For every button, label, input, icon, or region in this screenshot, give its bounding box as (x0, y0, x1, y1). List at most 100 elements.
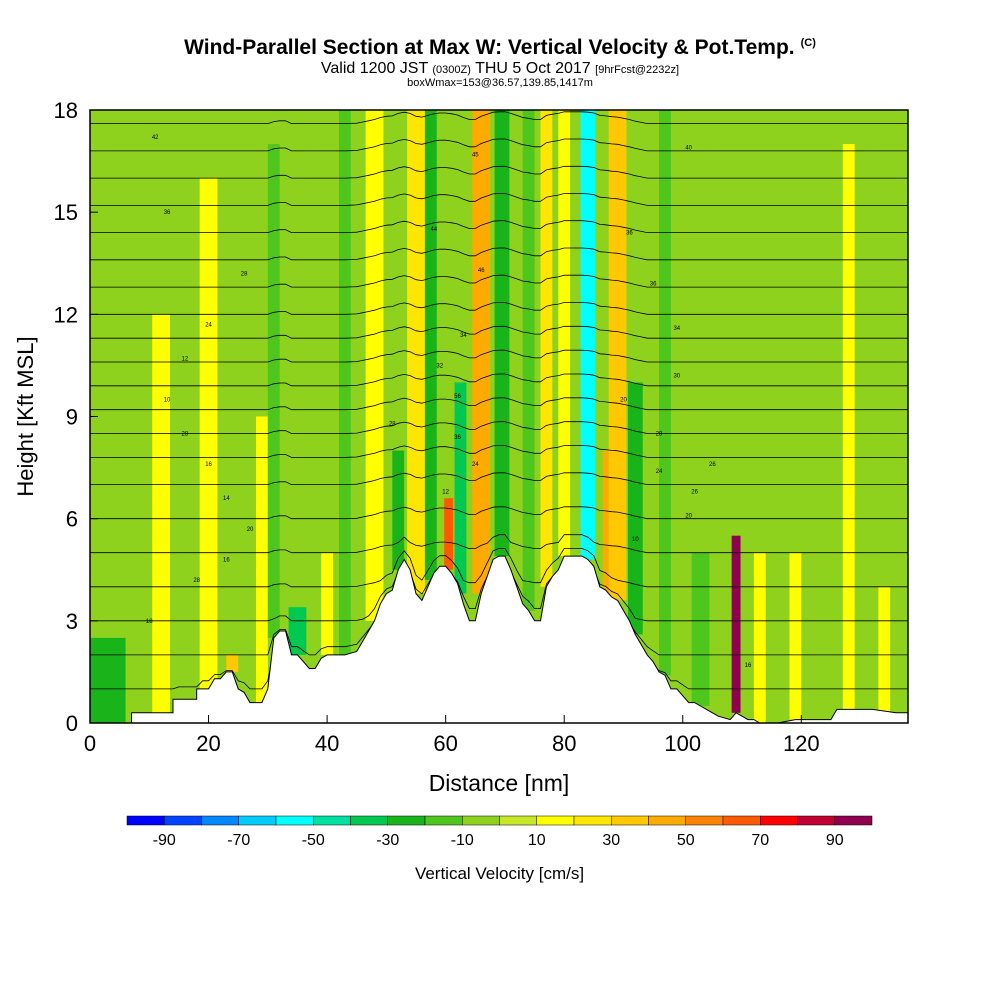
w-column-25 (691, 552, 710, 706)
y-axis-label: Height [Kft MSL] (13, 336, 38, 496)
theta-contour-19 (90, 138, 908, 152)
theta-label-20: 36 (454, 435, 461, 441)
theta-label-2: 28 (241, 271, 248, 277)
w-column-8 (338, 110, 351, 655)
theta-label-15: 46 (478, 268, 485, 274)
theta-contour-13 (90, 302, 908, 315)
w-column-24 (659, 110, 671, 676)
colorbar-label: Vertical Velocity [cm/s] (415, 864, 584, 883)
colorbar-tick-label-4: -10 (451, 832, 474, 849)
y-tick-label-1: 3 (66, 609, 78, 634)
colorbar-swatch-16 (722, 815, 761, 826)
colorbar-swatch-0 (126, 815, 165, 826)
terrain (90, 555, 908, 723)
w-column-23 (627, 382, 643, 635)
x-tick-label-6: 120 (783, 731, 820, 756)
colorbar-swatch-15 (685, 815, 724, 826)
theta-label-4: 12 (181, 357, 188, 363)
theta-label-16: 34 (460, 333, 467, 339)
theta-label-5: 10 (164, 397, 171, 403)
theta-contour-6 (90, 472, 908, 485)
y-tick-label-0: 0 (66, 711, 78, 736)
y-tick-label-2: 6 (66, 507, 78, 532)
colorbar-tick-label-1: -70 (227, 832, 250, 849)
colorbar-swatch-10 (499, 815, 537, 826)
theta-contour-7 (90, 445, 908, 458)
w-column-10 (392, 450, 405, 570)
theta-contours: 42 36 28 24 12 10 28 16 14 20 16 28 18 45 44 46 34 32 56 28… (90, 111, 908, 690)
theta-label-10: 16 (223, 558, 230, 564)
subtitle-utc: (0300Z) (432, 64, 471, 76)
colorbar-swatch-14 (648, 815, 686, 826)
theta-label-30: 26 (709, 462, 716, 468)
w-column-26 (731, 535, 741, 713)
theta-label-22: 12 (442, 489, 449, 495)
theta-label-34: 10 (632, 537, 639, 543)
colorbar-swatch-7 (387, 815, 426, 826)
theta-contour-20 (90, 111, 908, 124)
y-tick-label-3: 9 (66, 405, 78, 430)
theta-label-18: 56 (454, 394, 461, 400)
w-column-3 (226, 654, 239, 672)
colorbar-tick-label-8: 70 (751, 832, 769, 849)
colorbar-swatch-19 (834, 815, 873, 826)
w-column-1 (152, 314, 171, 713)
w-column-9 (365, 110, 384, 621)
theta-contour-9 (90, 397, 908, 411)
chart-title: Wind-Parallel Section at Max W: Vertical… (0, 36, 1000, 60)
w-column-20 (580, 110, 596, 560)
x-axis-label: Distance [nm] (429, 770, 570, 796)
w-column-29 (842, 144, 855, 710)
w-column-13 (444, 498, 454, 570)
theta-label-28: 20 (620, 397, 627, 403)
theta-contour-5 (90, 506, 908, 520)
x-tick-label-4: 80 (552, 731, 576, 756)
theta-label-7: 16 (205, 462, 212, 468)
theta-label-29: 28 (656, 432, 663, 438)
colorbar-swatch-12 (573, 815, 612, 826)
w-column-12 (424, 110, 437, 580)
colorbar: -90 -70 -50 -30 -10 10 30 50 70 90 Vertical Veloci… (126, 815, 873, 883)
colorbar-swatch-11 (536, 815, 575, 826)
theta-label-27: 30 (673, 374, 680, 380)
theta-label-3: 24 (205, 323, 212, 329)
y-tick-label-6: 18 (54, 98, 78, 123)
theta-label-13: 45 (472, 152, 479, 158)
colorbar-tick-label-0: -90 (153, 832, 176, 849)
colorbar-swatch-5 (313, 815, 351, 826)
colorbar-swatch-3 (238, 815, 277, 826)
theta-label-23: 40 (685, 145, 692, 151)
w-column-28 (789, 552, 802, 720)
colorbar-tick-label-5: 10 (528, 832, 546, 849)
colorbar-swatch-4 (275, 815, 314, 826)
colorbar-swatch-6 (350, 815, 388, 826)
plot-area: 42 36 28 24 12 10 28 16 14 20 16 28 18 45 44 46 34 32 56 28… (90, 110, 908, 723)
theta-contour-14 (90, 274, 908, 288)
theta-label-0: 42 (152, 135, 159, 141)
theta-contour-15 (90, 247, 908, 261)
theta-label-12: 18 (146, 619, 153, 625)
theta-contour-18 (90, 165, 908, 179)
w-column-6 (288, 607, 307, 655)
colorbar-tick-label-3: -30 (376, 832, 399, 849)
colorbar-tick-label-6: 30 (602, 832, 620, 849)
x-tick-label-5: 100 (664, 731, 701, 756)
theta-label-26: 34 (673, 326, 680, 332)
w-column-11 (407, 110, 425, 594)
theta-contour-16 (90, 220, 908, 233)
w-column-5 (267, 144, 280, 638)
theta-label-6: 28 (181, 432, 188, 438)
theta-contour-17 (90, 193, 908, 206)
chart-title-text: Wind-Parallel Section at Max W: Vertical… (184, 36, 795, 59)
w-column-17 (522, 110, 535, 611)
theta-label-8: 14 (223, 496, 230, 502)
colorbar-swatch-13 (611, 815, 649, 826)
theta-label-19: 28 (389, 421, 396, 427)
colorbar-swatch-8 (424, 815, 463, 826)
w-column-19 (558, 110, 571, 557)
w-column-15 (472, 110, 491, 594)
w-column-16 (494, 110, 510, 557)
chart-subsubtitle: boxWmax=153@36.57,139.85,1417m (407, 77, 593, 89)
w-column-30 (878, 586, 891, 712)
theta-label-24: 36 (626, 231, 633, 237)
